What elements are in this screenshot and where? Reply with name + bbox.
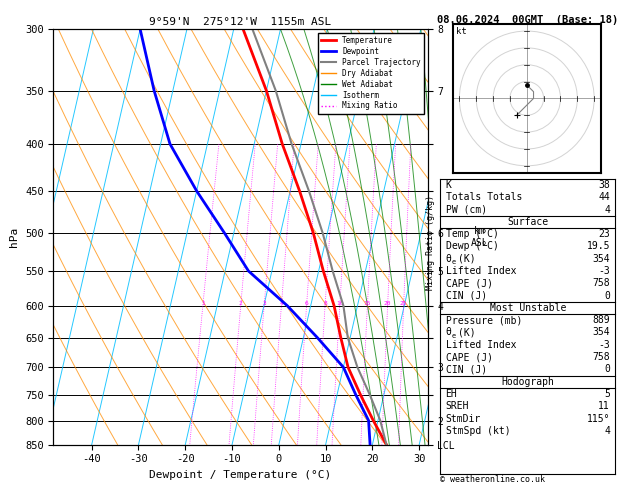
Text: e: e — [452, 260, 456, 265]
Text: StmSpd (kt): StmSpd (kt) — [445, 426, 510, 436]
Text: PW (cm): PW (cm) — [445, 205, 487, 215]
Text: CIN (J): CIN (J) — [445, 291, 487, 301]
Text: -3: -3 — [598, 340, 610, 350]
Text: 25: 25 — [400, 301, 408, 306]
Text: Temp (°C): Temp (°C) — [445, 229, 498, 239]
Text: 758: 758 — [593, 278, 610, 288]
Text: 19.5: 19.5 — [586, 242, 610, 251]
Text: Dewp (°C): Dewp (°C) — [445, 242, 498, 251]
Text: 20: 20 — [384, 301, 391, 306]
Text: K: K — [445, 180, 452, 190]
Text: 5: 5 — [604, 389, 610, 399]
Text: e: e — [452, 333, 456, 339]
Text: 758: 758 — [593, 352, 610, 362]
Text: 38: 38 — [598, 180, 610, 190]
Text: Lifted Index: Lifted Index — [445, 340, 516, 350]
Text: 4: 4 — [604, 205, 610, 215]
Text: 115°: 115° — [586, 414, 610, 423]
Text: kt: kt — [455, 27, 466, 36]
Text: 3: 3 — [262, 301, 266, 306]
Text: CAPE (J): CAPE (J) — [445, 352, 493, 362]
Text: Lifted Index: Lifted Index — [445, 266, 516, 276]
Text: CIN (J): CIN (J) — [445, 364, 487, 374]
Y-axis label: km
ASL: km ASL — [471, 226, 489, 248]
Text: 4: 4 — [279, 301, 283, 306]
Text: 889: 889 — [593, 315, 610, 325]
Text: Totals Totals: Totals Totals — [445, 192, 522, 202]
Text: 08.06.2024  00GMT  (Base: 18): 08.06.2024 00GMT (Base: 18) — [437, 15, 618, 25]
Text: (K): (K) — [458, 328, 476, 337]
Text: 23: 23 — [598, 229, 610, 239]
Text: 8: 8 — [323, 301, 327, 306]
Text: 1: 1 — [201, 301, 204, 306]
Text: θ: θ — [445, 254, 452, 264]
Text: Mixing Ratio (g/kg): Mixing Ratio (g/kg) — [426, 195, 435, 291]
Text: Most Unstable: Most Unstable — [489, 303, 566, 313]
X-axis label: Dewpoint / Temperature (°C): Dewpoint / Temperature (°C) — [150, 470, 331, 480]
Text: 6: 6 — [304, 301, 308, 306]
Text: Pressure (mb): Pressure (mb) — [445, 315, 522, 325]
Text: 4: 4 — [604, 426, 610, 436]
Text: CAPE (J): CAPE (J) — [445, 278, 493, 288]
Y-axis label: hPa: hPa — [9, 227, 19, 247]
Text: 10: 10 — [336, 301, 343, 306]
Text: (K): (K) — [458, 254, 476, 264]
Text: 15: 15 — [364, 301, 371, 306]
Text: 0: 0 — [604, 364, 610, 374]
Text: 44: 44 — [598, 192, 610, 202]
Text: EH: EH — [445, 389, 457, 399]
Text: © weatheronline.co.uk: © weatheronline.co.uk — [440, 474, 545, 484]
Text: θ: θ — [445, 328, 452, 337]
Text: SREH: SREH — [445, 401, 469, 411]
Legend: Temperature, Dewpoint, Parcel Trajectory, Dry Adiabat, Wet Adiabat, Isotherm, Mi: Temperature, Dewpoint, Parcel Trajectory… — [318, 33, 424, 114]
Text: -3: -3 — [598, 266, 610, 276]
Text: StmDir: StmDir — [445, 414, 481, 423]
Text: 354: 354 — [593, 328, 610, 337]
Text: 2: 2 — [239, 301, 243, 306]
Text: Surface: Surface — [507, 217, 548, 227]
Title: 9°59'N  275°12'W  1155m ASL: 9°59'N 275°12'W 1155m ASL — [150, 17, 331, 27]
Text: Hodograph: Hodograph — [501, 377, 554, 387]
Text: 0: 0 — [604, 291, 610, 301]
Text: 11: 11 — [598, 401, 610, 411]
Text: 354: 354 — [593, 254, 610, 264]
